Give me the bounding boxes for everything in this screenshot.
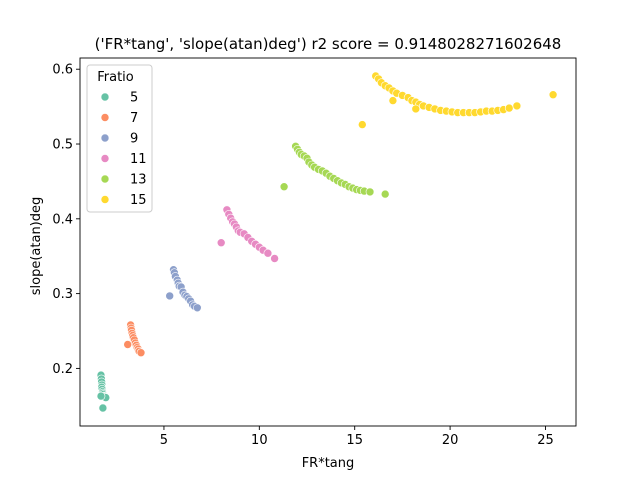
data-point (216, 238, 226, 247)
data-point (504, 103, 514, 113)
axes: 5 10 15 20 25 0.2 0.3 0.4 0.5 0.6 (52, 57, 577, 448)
data-point (365, 187, 375, 197)
y-tick-label: 0.5 (52, 138, 73, 153)
data-point (388, 96, 398, 105)
chart-title: ('FR*tang', 'slope(atan)deg') r2 score =… (95, 35, 562, 53)
data-point (165, 291, 174, 301)
y-tick-label: 0.4 (52, 212, 73, 227)
data-point (136, 348, 146, 358)
data-point (512, 101, 522, 111)
legend-entry-label: 9 (130, 132, 138, 147)
x-axis-label: FR*tang (302, 456, 355, 471)
legend-entry-label: 15 (130, 193, 147, 208)
y-tick-label: 0.2 (52, 362, 73, 377)
data-point (548, 90, 558, 99)
y-axis-label: slope(atan)deg (29, 197, 44, 296)
data-point (270, 254, 279, 263)
legend-box (86, 64, 153, 213)
legend: Fratio 5 7 9 11 13 15 (86, 64, 153, 213)
x-tick-label: 10 (251, 433, 268, 448)
data-point (279, 182, 289, 191)
data-point (98, 403, 108, 413)
legend-marker (100, 195, 110, 204)
legend-entry-label: 7 (130, 111, 138, 126)
x-tick-label: 15 (346, 433, 363, 448)
y-tick-label: 0.3 (52, 287, 73, 302)
legend-entry-label: 13 (130, 173, 147, 188)
data-point (123, 340, 132, 349)
data-point (263, 248, 273, 258)
data-point (357, 120, 367, 129)
x-tick-label: 5 (160, 433, 168, 448)
legend-entry-label: 5 (130, 91, 138, 106)
legend-marker (100, 154, 110, 163)
data-point (380, 189, 390, 199)
legend-marker (100, 92, 110, 102)
legend-entry-label: 11 (130, 152, 147, 167)
legend-title: Fratio (97, 70, 134, 85)
legend-marker (100, 133, 110, 143)
legend-marker (100, 113, 110, 122)
axes-frame (79, 57, 577, 427)
x-tick-label: 25 (537, 433, 554, 448)
y-tick-label: 0.6 (52, 63, 73, 78)
x-tick-label: 20 (442, 433, 459, 448)
plot-area (96, 71, 558, 413)
data-point (193, 303, 202, 313)
legend-marker (100, 174, 110, 184)
data-point (411, 104, 421, 114)
data-point (96, 391, 106, 401)
